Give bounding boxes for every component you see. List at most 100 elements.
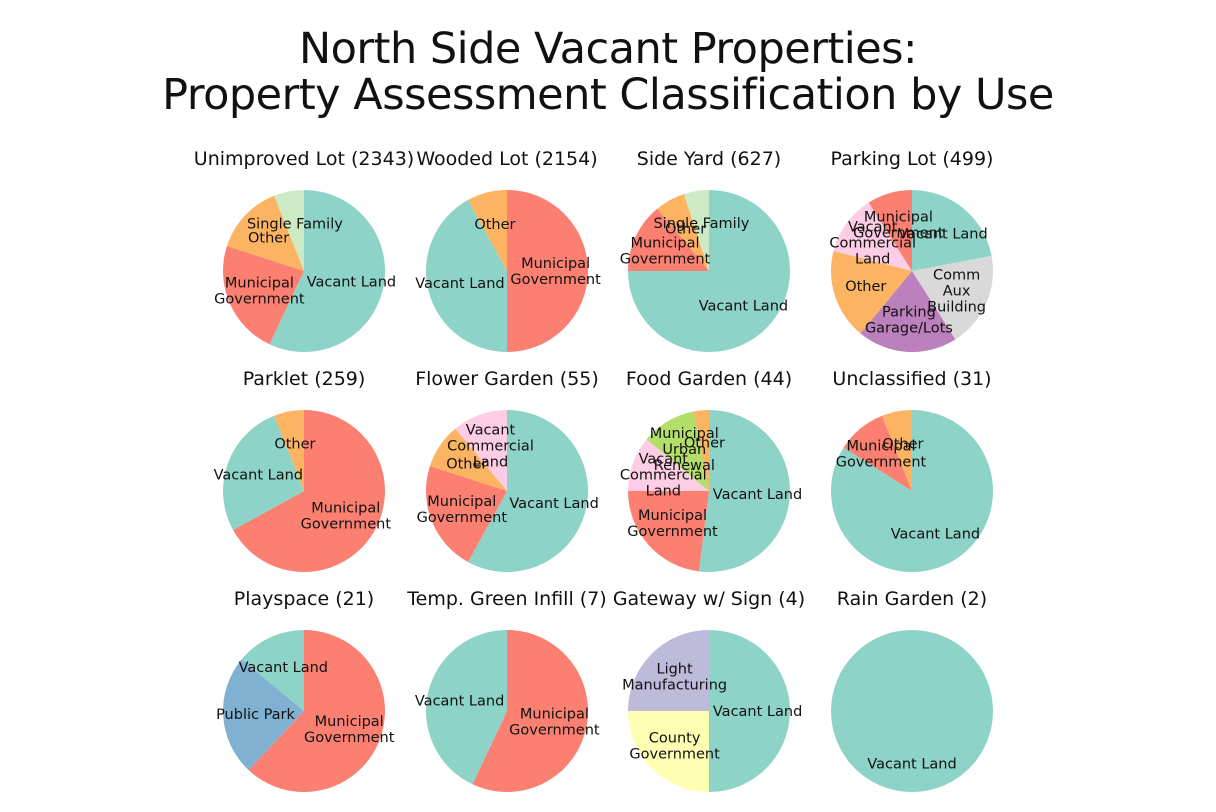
slice-label-single-family: Single Family (653, 216, 749, 232)
pie-chart-unclassified: Unclassified (31) Vacant Land Municipal Gov… (831, 368, 994, 572)
pie-slice-municipal-government (628, 208, 709, 271)
pie-slice-municipal-government (868, 190, 912, 271)
slice-label-other: Other (845, 279, 886, 295)
pie-title: Parklet (259) (243, 368, 366, 390)
pie-slice-county-government (628, 711, 709, 792)
pie-slice-vacant-land (426, 200, 507, 352)
pie-slice-light-manufacturing (628, 630, 709, 711)
pie-title: Wooded Lot (2154) (416, 148, 597, 170)
slice-label-vacant-land: Vacant Land (699, 298, 788, 314)
slice-label-light-manufacturing: Light Manufacturing (622, 662, 727, 694)
pie-slice-public-park (222, 659, 304, 771)
pie-slice-other (274, 410, 304, 491)
slice-label-vacant-commercial-land: Vacant Commercial Land (620, 452, 707, 500)
pie-title: Parking Lot (499) (831, 148, 994, 170)
pie-chart-food-garden: Food Garden (44) Vacant Land Municipal Gove… (620, 368, 802, 573)
pie-slice-vacant-land (912, 190, 992, 271)
chart-title-line-1: North Side Vacant Properties: (298, 24, 918, 74)
slice-label-other: Other (248, 231, 289, 247)
pie-slice-single-family (274, 190, 304, 271)
pie-slice-other (226, 195, 304, 271)
slice-label-municipal-government: Municipal Government (620, 235, 711, 267)
slice-label-vacant-land: Vacant Land (713, 487, 802, 503)
pie-title: Temp. Green Infill (7) (406, 588, 606, 610)
pie-slice-other (830, 250, 912, 334)
pie-chart-playspace: Playspace (21) Municipal Government Public … (216, 588, 395, 793)
slice-label-municipal-government: Municipal Government (304, 714, 395, 746)
pie-slice-other (882, 410, 912, 491)
pie-slice-municipal-government (843, 415, 912, 491)
pie-slice-other (657, 193, 709, 271)
pie-chart-parklet: Parklet (259) Municipal Government Vacant L… (214, 368, 392, 572)
slice-label-single-family: Single Family (247, 216, 343, 232)
slice-label-municipal-government: Municipal Government (627, 508, 718, 540)
pie-slice-other (429, 428, 507, 491)
pie-slice-parking-garage-lots (860, 271, 956, 352)
pie-slice-other (467, 190, 507, 271)
slice-label-vacant-land: Vacant Land (509, 496, 598, 512)
slice-label-public-park: Public Park (216, 707, 295, 723)
pie-slice-other (693, 410, 709, 491)
slice-label-county-government: County Government (629, 730, 720, 762)
chart-title-line-2: Property Assessment Classification by Us… (162, 70, 1054, 120)
pie-slice-municipal-government (628, 491, 709, 572)
pie-slice-vacant-commercial-land (833, 202, 912, 271)
slice-label-municipal-government: Municipal Government (853, 209, 944, 241)
pie-slice-municipal-government (472, 630, 589, 792)
pie-slice-municipal-government (507, 190, 588, 352)
slice-label-other: Other (446, 457, 487, 473)
pie-slice-vacant-land (831, 630, 993, 792)
slice-label-municipal-government: Municipal Government (510, 256, 601, 288)
pie-slice-vacant-commercial-land (628, 439, 709, 491)
slice-label-other: Other (665, 221, 706, 237)
pie-slice-vacant-land (223, 415, 304, 531)
pie-slice-vacant-land (831, 410, 994, 572)
slice-label-parking-garage-lots: Parking Garage/Lots (865, 305, 953, 337)
slice-label-vacant-commercial-land: Vacant Commercial Land (829, 219, 916, 267)
slice-label-other: Other (274, 436, 315, 452)
pie-slice-vacant-land (241, 630, 304, 711)
pie-slice-vacant-land (269, 190, 386, 352)
pie-chart-wooded-lot: Wooded Lot (2154) Municipal Government Vaca… (415, 148, 601, 352)
pie-chart-side-yard: Side Yard (627) Vacant Land Municipal Gover… (620, 148, 790, 352)
pie-title: Flower Garden (55) (415, 368, 599, 390)
pie-slice-municipal-urban-renewal (646, 411, 709, 491)
slice-label-vacant-land: Vacant Land (214, 468, 303, 484)
slice-label-vacant-commercial-land: Vacant Commercial Land (447, 422, 534, 470)
pie-slice-vacant-land (698, 409, 791, 573)
slice-label-other: Other (684, 436, 725, 452)
pie-slice-vacant-land (709, 630, 790, 792)
slice-label-vacant-land: Vacant Land (239, 660, 328, 676)
slice-label-municipal-urban-renewal: Municipal Urban Renewal (650, 426, 719, 474)
pie-slice-vacant-land (426, 630, 507, 785)
pie-chart-rain-garden: Rain Garden (2) Vacant Land (831, 588, 993, 792)
slice-label-vacant-land: Vacant Land (415, 693, 504, 709)
pie-chart-temp-green-infill: Temp. Green Infill (7) Municipal Governmen… (406, 588, 607, 792)
slice-label-vacant-land: Vacant Land (891, 527, 980, 543)
slice-label-other: Other (474, 217, 515, 233)
pie-slice-municipal-government (233, 410, 386, 572)
slice-label-vacant-land: Vacant Land (713, 704, 802, 720)
slice-label-vacant-land: Vacant Land (898, 227, 987, 243)
pie-chart-gateway-w-sign: Gateway w/ Sign (4) Vacant Land County Gove… (613, 588, 805, 792)
pie-title: Unimproved Lot (2343) (194, 148, 414, 170)
pie-slice-vacant-commercial-land (455, 410, 507, 491)
pie-title: Food Garden (44) (626, 368, 792, 390)
pie-chart-unimproved-lot: Unimproved Lot (2343) Vacant LandMunicipa… (194, 148, 414, 352)
slice-label-municipal-government: Municipal Government (509, 707, 600, 739)
slice-label-municipal-government: Municipal Government (417, 494, 508, 526)
pie-title: Playspace (21) (234, 588, 374, 610)
pie-slice-municipal-government (425, 465, 507, 562)
pie-slice-vacant-land (467, 410, 589, 573)
pie-slice-single-family (683, 190, 709, 271)
pie-title: Unclassified (31) (832, 368, 991, 390)
slice-label-vacant-land: Vacant Land (867, 757, 956, 773)
pie-chart-parking-lot: Parking Lot (499) Vacant Land Comm Aux Build… (829, 148, 993, 352)
slice-label-vacant-land: Vacant Land (307, 275, 396, 291)
slice-label-municipal-government: Municipal Government (301, 501, 392, 533)
slice-label-other: Other (882, 436, 923, 452)
pie-title: Gateway w/ Sign (4) (613, 588, 805, 610)
slice-label-municipal-government: Municipal Government (214, 275, 305, 307)
